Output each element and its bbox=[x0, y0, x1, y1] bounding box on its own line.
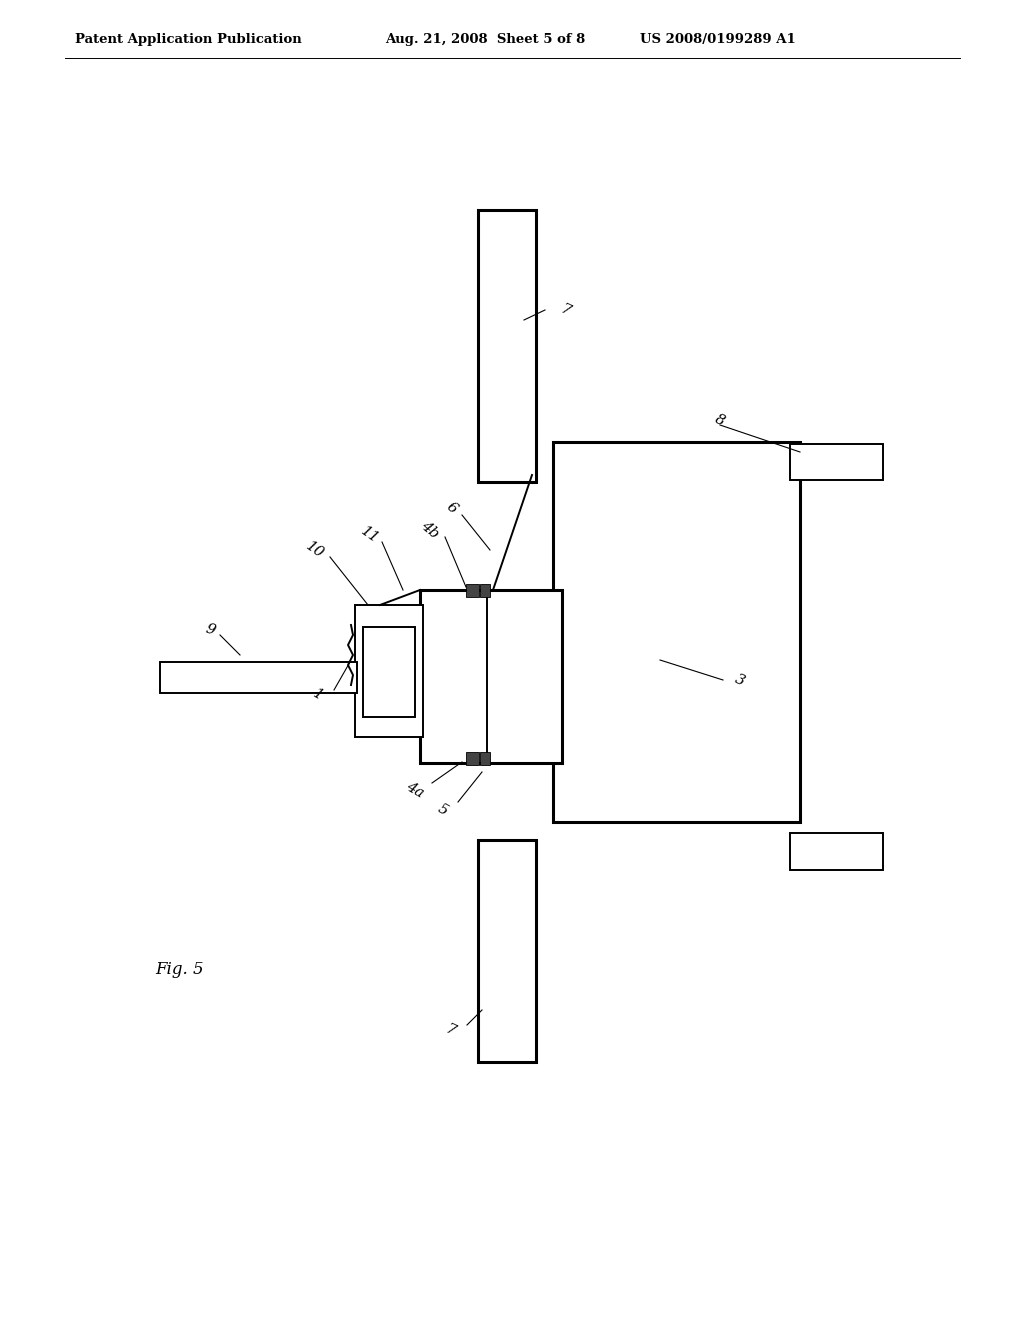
Text: 4b: 4b bbox=[419, 519, 441, 541]
Bar bbox=[160, 663, 357, 693]
Bar bbox=[466, 752, 479, 766]
Bar bbox=[480, 583, 490, 597]
Bar bbox=[553, 442, 800, 822]
Text: 11: 11 bbox=[358, 524, 382, 546]
Bar bbox=[355, 605, 423, 737]
Bar bbox=[420, 590, 562, 763]
Bar bbox=[362, 627, 415, 717]
Text: 9: 9 bbox=[203, 622, 217, 638]
Bar bbox=[790, 444, 883, 480]
Bar bbox=[480, 752, 490, 766]
Text: 7: 7 bbox=[442, 1022, 457, 1039]
Text: 1: 1 bbox=[310, 686, 326, 704]
Text: Aug. 21, 2008  Sheet 5 of 8: Aug. 21, 2008 Sheet 5 of 8 bbox=[385, 33, 586, 46]
Text: Fig. 5: Fig. 5 bbox=[155, 961, 204, 978]
Bar bbox=[478, 210, 536, 482]
Text: 10: 10 bbox=[303, 539, 327, 561]
Text: US 2008/0199289 A1: US 2008/0199289 A1 bbox=[640, 33, 796, 46]
Text: 8: 8 bbox=[713, 412, 727, 428]
Bar bbox=[478, 840, 536, 1063]
Text: Patent Application Publication: Patent Application Publication bbox=[75, 33, 302, 46]
Bar bbox=[466, 583, 479, 597]
Text: 6: 6 bbox=[444, 500, 460, 516]
Text: 4a: 4a bbox=[403, 779, 426, 800]
Text: 3: 3 bbox=[733, 672, 748, 688]
Bar bbox=[790, 833, 883, 870]
Text: 5: 5 bbox=[435, 801, 451, 818]
Text: 7: 7 bbox=[558, 302, 572, 318]
